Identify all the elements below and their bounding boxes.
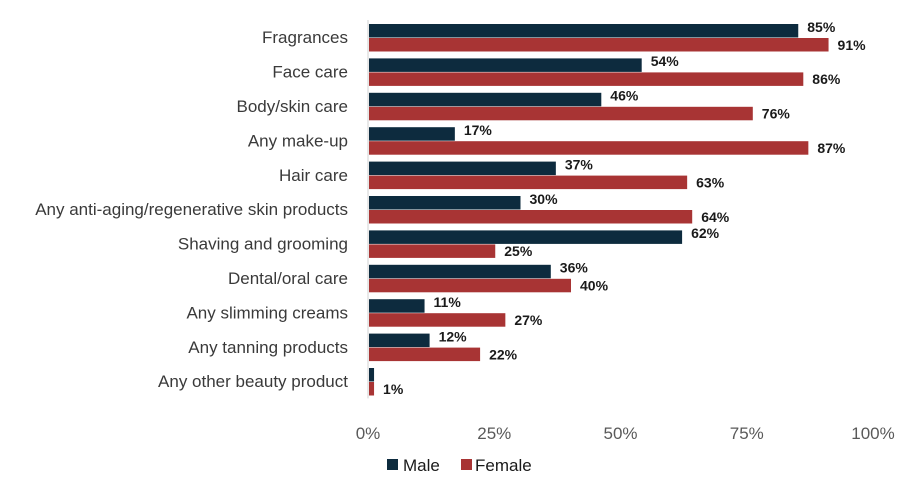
x-tick-label: 75%: [730, 424, 764, 443]
bar-female: [369, 244, 496, 258]
legend-label-female: Female: [475, 456, 532, 475]
data-labels: 85%91% 54% 86% 46% 76% 17% 87% 37% 63% 30% 64%62% 2…: [383, 19, 866, 397]
bar-male: [369, 368, 375, 382]
legend-swatch-male: [387, 459, 398, 470]
x-tick-label: 50%: [603, 424, 637, 443]
bar-male: [369, 127, 455, 141]
bar-male: [369, 58, 642, 72]
category-label: Fragrances: [262, 28, 348, 47]
bar-female: [369, 175, 688, 190]
data-label-male: 62%: [691, 225, 720, 241]
data-label-female: 91%: [838, 37, 867, 53]
bar-male: [369, 92, 602, 107]
data-label-male: 85%: [807, 19, 836, 35]
data-label-female: 76%: [762, 106, 791, 122]
data-label-female: 1%: [383, 381, 404, 397]
x-tick-label: 100%: [851, 424, 894, 443]
bar-female: [369, 313, 506, 327]
bar-male: [369, 161, 556, 176]
bar-male: [369, 264, 551, 279]
category-label: Any anti-aging/regenerative skin product…: [35, 200, 348, 219]
category-label: Hair care: [279, 166, 348, 185]
data-label-female: 25%: [504, 243, 533, 259]
bar-female: [369, 141, 809, 155]
data-label-male: 11%: [434, 294, 462, 310]
category-label: Body/skin care: [237, 97, 349, 116]
bar-female: [369, 72, 804, 86]
bar-female: [369, 38, 829, 52]
bar-male: [369, 230, 683, 244]
data-label-female: 87%: [817, 140, 846, 156]
category-label: Dental/oral care: [228, 269, 348, 288]
bar-male: [369, 299, 425, 313]
category-label: Any tanning products: [188, 338, 348, 357]
category-labels: Fragrances Face care Body/skin care Any mak…: [35, 28, 348, 391]
bar-female: [369, 347, 481, 362]
category-label: Any make-up: [248, 131, 348, 150]
category-label: Any other beauty product: [158, 372, 348, 391]
legend-label-male: Male: [403, 456, 440, 475]
bars: [369, 24, 829, 396]
bar-male: [369, 333, 430, 348]
category-label: Face care: [272, 63, 348, 82]
bar-male: [369, 24, 799, 38]
bar-female: [369, 382, 375, 396]
bar-female: [369, 278, 571, 293]
category-label: Any slimming creams: [186, 303, 348, 322]
bar-female: [369, 210, 693, 224]
data-label-male: 30%: [530, 191, 559, 207]
data-label-female: 64%: [701, 209, 730, 225]
bar-male: [369, 196, 521, 210]
legend: Male Female: [387, 456, 532, 475]
data-label-female: 22%: [489, 346, 518, 362]
x-axis-tick-labels: 0% 25% 50% 75% 100%: [356, 424, 895, 443]
data-label-male: 37%: [565, 156, 594, 172]
data-label-female: 63%: [696, 174, 725, 190]
data-label-female: 27%: [514, 312, 543, 328]
data-label-male: 46%: [610, 88, 639, 104]
x-tick-label: 25%: [477, 424, 511, 443]
data-label-male: 54%: [651, 53, 680, 69]
legend-swatch-female: [461, 459, 472, 470]
data-label-male: 12%: [439, 328, 468, 344]
data-label-female: 40%: [580, 278, 609, 294]
data-label-male: 17%: [464, 122, 493, 138]
bar-female: [369, 106, 753, 121]
data-label-female: 86%: [812, 71, 841, 87]
x-tick-label: 0%: [356, 424, 381, 443]
data-label-male: 36%: [560, 260, 589, 276]
category-label: Shaving and grooming: [178, 235, 348, 254]
